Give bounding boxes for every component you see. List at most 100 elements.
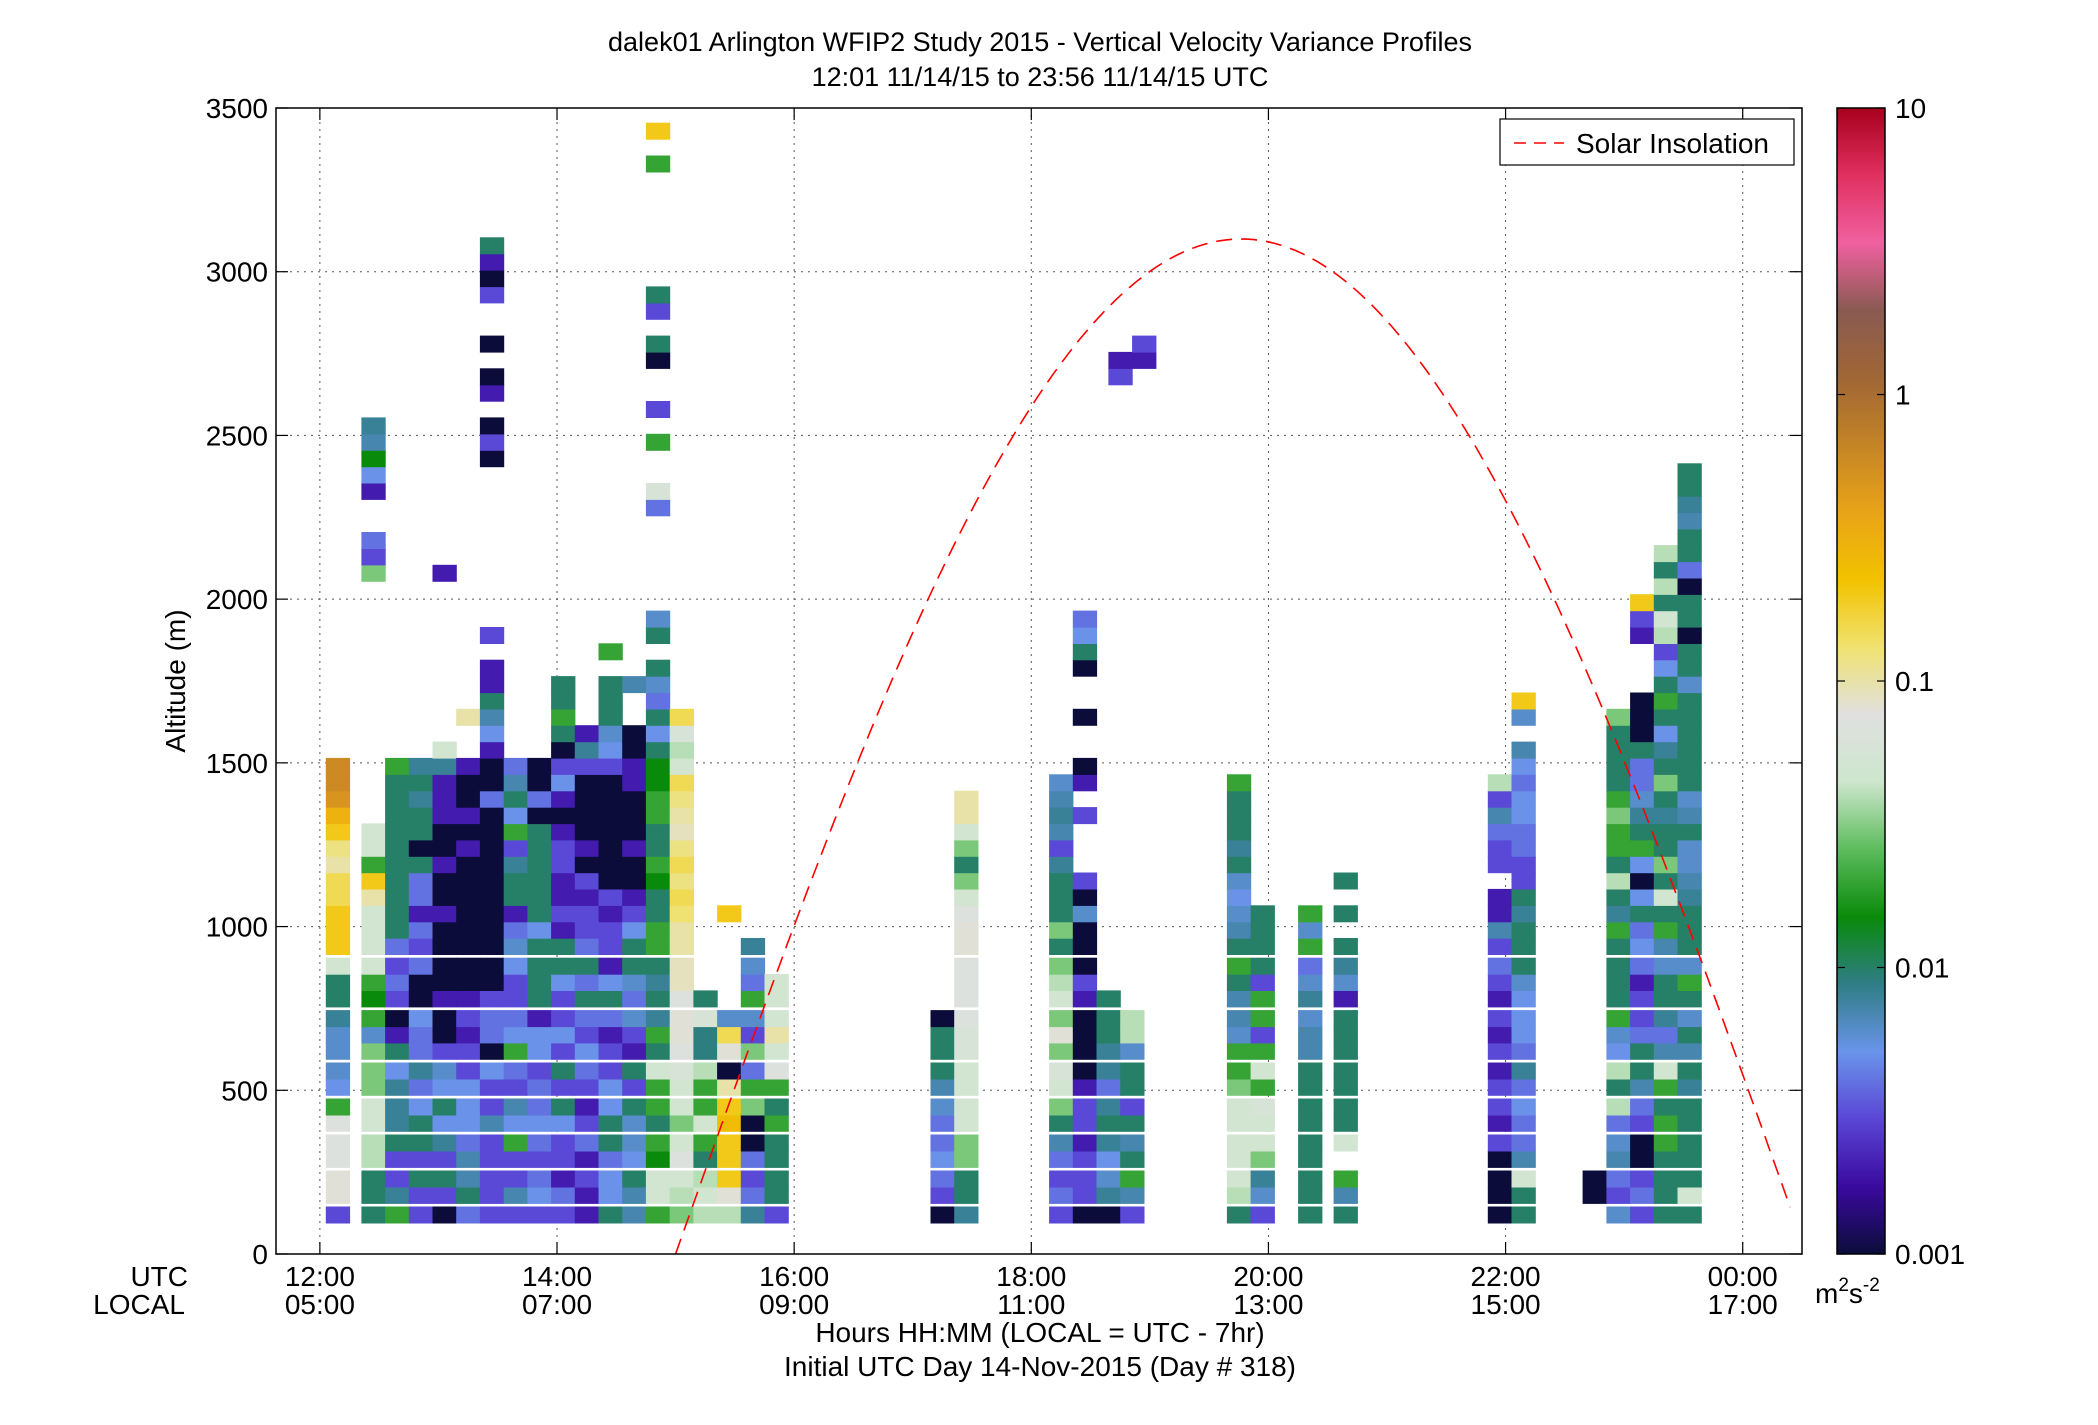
heatmap-cell	[1511, 872, 1536, 890]
heatmap-cell	[456, 990, 481, 1008]
heatmap-cell	[325, 1042, 351, 1060]
heatmap-cell	[693, 1042, 718, 1060]
heatmap-cell	[1606, 708, 1631, 726]
chart-title: dalek01 Arlington WFIP2 Study 2015 - Ver…	[608, 27, 1472, 57]
heatmap-cell	[1072, 1186, 1098, 1204]
heatmap-cell	[551, 1010, 576, 1028]
heatmap-cell	[1487, 957, 1513, 975]
heatmap-cell	[456, 1134, 481, 1152]
heatmap-cell	[1511, 1062, 1536, 1080]
heatmap-cell	[954, 1206, 979, 1224]
heatmap-cell	[1511, 1026, 1536, 1044]
heatmap-cell	[408, 1206, 434, 1224]
heatmap-cell	[503, 1062, 528, 1080]
heatmap-cell	[361, 1098, 386, 1116]
heatmap-cell	[385, 938, 410, 955]
heatmap-cell	[1606, 1078, 1631, 1096]
heatmap-cell	[693, 1078, 718, 1096]
heatmap-cell	[598, 774, 623, 792]
heatmap-cell	[1630, 1062, 1655, 1080]
heatmap-cell	[645, 757, 671, 775]
heatmap-cell	[1511, 708, 1536, 726]
heatmap-cell	[503, 1206, 528, 1224]
heatmap-cell	[325, 757, 351, 775]
heatmap-cell	[479, 1186, 505, 1204]
heatmap-cell	[1653, 774, 1679, 792]
heatmap-cell	[1511, 1186, 1536, 1204]
heatmap-cell	[645, 335, 671, 353]
heatmap-cell	[669, 1010, 694, 1028]
heatmap-cell	[1049, 1078, 1074, 1096]
heatmap-cell	[1511, 790, 1536, 808]
heatmap-cell	[622, 974, 647, 991]
heatmap-cell	[1677, 610, 1702, 628]
heatmap-cell	[1072, 610, 1098, 628]
heatmap-cell	[645, 807, 671, 825]
heatmap-cell	[1630, 921, 1655, 939]
heatmap-cell	[1677, 1150, 1702, 1168]
heatmap-cell	[385, 823, 410, 841]
heatmap-cell	[1096, 1150, 1121, 1168]
heatmap-cell	[1653, 807, 1679, 825]
heatmap-cell	[645, 1010, 671, 1028]
heatmap-cell	[551, 888, 576, 906]
heatmap-cell	[432, 1170, 457, 1188]
heatmap-cell	[1333, 957, 1358, 975]
heatmap-cell	[325, 823, 351, 841]
heatmap-cell	[669, 938, 694, 955]
heatmap-cell	[408, 1134, 434, 1152]
heatmap-cell	[1226, 1042, 1252, 1060]
heatmap-cell	[1250, 938, 1275, 955]
heatmap-cell	[693, 1026, 718, 1044]
heatmap-cell	[361, 1042, 386, 1060]
heatmap-cell	[1653, 676, 1679, 694]
heatmap-cell	[1072, 1170, 1098, 1188]
heatmap-cell	[598, 643, 623, 661]
heatmap-cell	[432, 757, 457, 775]
heatmap-cell	[1677, 856, 1702, 874]
heatmap-cell	[1072, 957, 1098, 975]
heatmap-cell	[551, 1170, 576, 1188]
heatmap-cell	[361, 905, 386, 923]
heatmap-cell	[740, 938, 766, 955]
heatmap-cell	[1298, 990, 1323, 1008]
heatmap-cell	[693, 1170, 718, 1188]
heatmap-cell	[479, 741, 505, 759]
heatmap-cell	[574, 938, 600, 955]
heatmap-cell	[1487, 823, 1513, 841]
heatmap-cell	[1298, 1062, 1323, 1080]
heatmap-cell	[1653, 1170, 1679, 1188]
heatmap-cell	[1298, 1010, 1323, 1028]
heatmap-cell	[432, 774, 457, 792]
heatmap-cell	[361, 839, 386, 857]
heatmap-cell	[1049, 856, 1074, 874]
heatmap-cell	[1487, 921, 1513, 939]
heatmap-cell	[361, 417, 386, 435]
heatmap-cell	[527, 1206, 552, 1224]
heatmap-cell	[1072, 708, 1098, 726]
heatmap-cell	[1511, 757, 1536, 775]
heatmap-cell	[645, 401, 671, 418]
heatmap-cell	[598, 790, 623, 808]
heatmap-cell	[1250, 1098, 1275, 1116]
heatmap-cell	[1049, 921, 1074, 939]
heatmap-cell	[1250, 905, 1275, 923]
heatmap-cell	[1487, 1010, 1513, 1028]
heatmap-cell	[1653, 990, 1679, 1008]
heatmap-cell	[1630, 741, 1655, 759]
heatmap-cell	[1250, 957, 1275, 975]
heatmap-cell	[1653, 1042, 1679, 1060]
x-axis-label: Hours HH:MM (LOCAL = UTC - 7hr)	[815, 1317, 1264, 1348]
heatmap-cell	[527, 807, 552, 825]
heatmap-cell	[669, 1098, 694, 1116]
heatmap-cell	[1096, 1098, 1121, 1116]
heatmap-cell	[622, 1170, 647, 1188]
heatmap-cell	[479, 1114, 505, 1132]
heatmap-cell	[1072, 757, 1098, 775]
heatmap-cell	[325, 872, 351, 890]
heatmap-cell	[1630, 1010, 1655, 1028]
heatmap-cell	[385, 807, 410, 825]
heatmap-cell	[432, 974, 457, 991]
heatmap-cell	[1226, 1098, 1252, 1116]
heatmap-cell	[479, 1134, 505, 1152]
